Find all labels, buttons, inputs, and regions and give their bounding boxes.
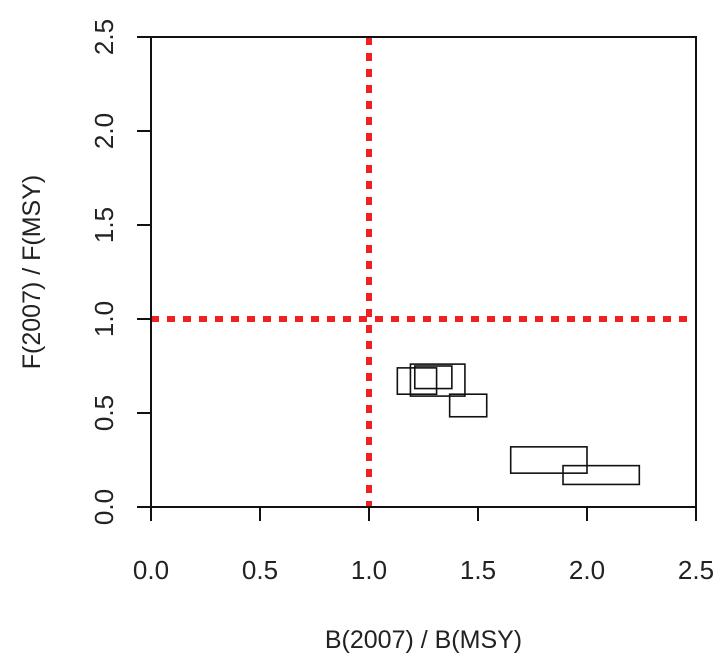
x-tick-label: 2.0	[569, 555, 605, 585]
y-tick-label: 1.0	[89, 301, 119, 337]
x-axis: 0.0 0.5 1.0 1.5 2.0 2.5	[133, 506, 714, 585]
plot-frame	[150, 36, 697, 508]
y-tick-label: 0.5	[89, 395, 119, 431]
y-tick-label: 2.0	[89, 113, 119, 149]
y-tick-label: 1.5	[89, 207, 119, 243]
data-box-1	[396, 367, 438, 396]
y-tick-label: 0.0	[89, 489, 119, 525]
y-tick-label: 2.5	[89, 19, 119, 55]
data-box-3	[409, 363, 466, 397]
x-tick-label: 0.0	[133, 555, 169, 585]
data-box-2	[413, 365, 453, 390]
y-axis-label: F(2007) / F(MSY)	[18, 175, 46, 369]
data-box-5	[509, 446, 588, 474]
boxes-layer	[396, 363, 641, 486]
x-tick-label: 2.5	[678, 555, 714, 585]
x-tick-label: 1.0	[351, 555, 387, 585]
x-tick-label: 1.5	[460, 555, 496, 585]
x-axis-label: B(2007) / B(MSY)	[325, 626, 522, 654]
data-box-4	[448, 393, 488, 418]
data-box-6	[562, 464, 641, 486]
reference-lines	[151, 37, 696, 507]
y-axis: 0.0 0.5 1.0 1.5 2.0 2.5	[89, 19, 152, 525]
x-tick-label: 0.5	[242, 555, 278, 585]
